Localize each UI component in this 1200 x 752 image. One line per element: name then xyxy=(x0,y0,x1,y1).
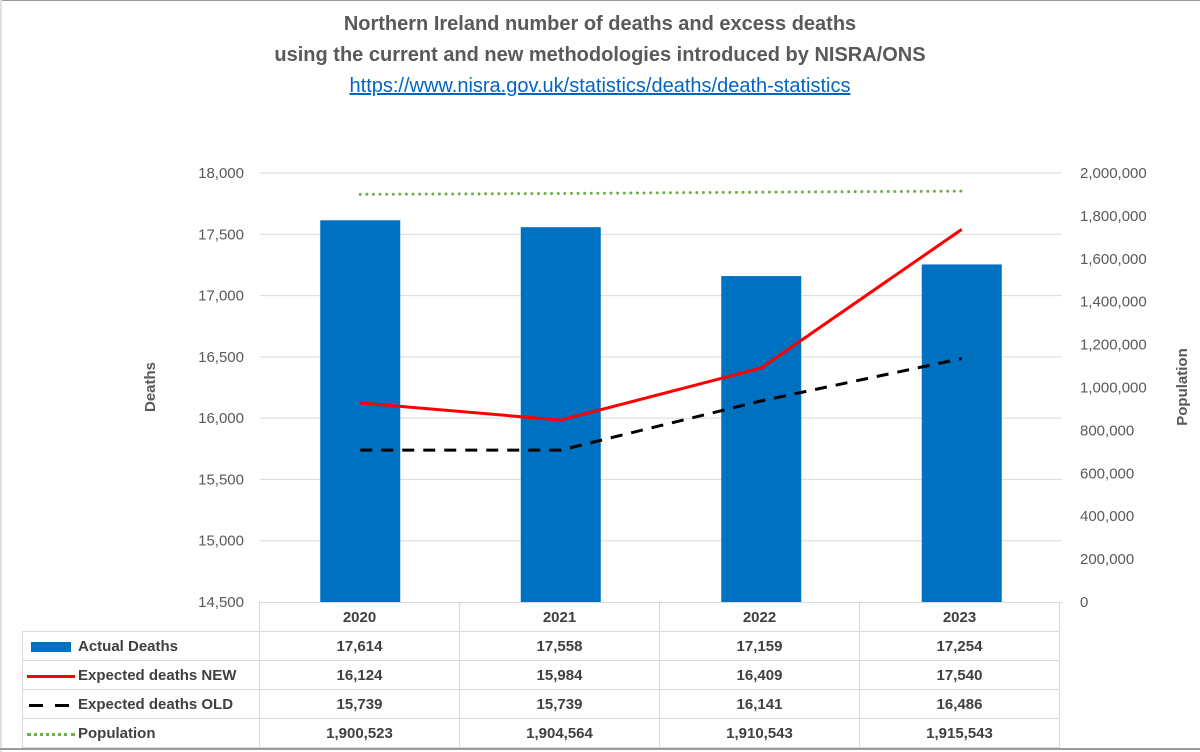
line-expected-deaths-old xyxy=(360,357,963,452)
bar xyxy=(320,220,401,603)
source-link[interactable]: https://www.nisra.gov.uk/statistics/deat… xyxy=(349,75,851,97)
y-tick-label: 16,500 xyxy=(198,349,244,366)
data-table-header-row: 2020 2021 2022 2023 xyxy=(22,602,1060,632)
line-expected-deaths-new xyxy=(360,228,963,422)
y-tick-label: 15,500 xyxy=(198,471,244,488)
y-axis-left-ticks: 14,50015,00015,50016,00016,50017,00017,5… xyxy=(198,165,244,611)
category-label: 2020 xyxy=(259,602,460,632)
legend-entry-expected-new: Expected deaths NEW xyxy=(22,660,260,690)
data-table-cell: 15,739 xyxy=(459,689,660,719)
data-table-cell: 16,141 xyxy=(659,689,860,719)
legend-key-solid-line xyxy=(27,669,75,683)
data-table-cell: 17,540 xyxy=(859,660,1060,690)
data-table-cell: 15,739 xyxy=(259,689,460,719)
y2-tick-label: 1,200,000 xyxy=(1080,337,1147,354)
y2-tick-label: 200,000 xyxy=(1080,551,1134,568)
y2-tick-label: 400,000 xyxy=(1080,508,1134,525)
bar xyxy=(921,264,1002,602)
data-table-cell: 16,409 xyxy=(659,660,860,690)
legend-key-bar xyxy=(27,640,75,654)
legend-label: Actual Deaths xyxy=(78,637,179,655)
legend-entry-actual-deaths: Actual Deaths xyxy=(22,631,260,661)
bar xyxy=(520,227,601,602)
data-table-row-population: Population 1,900,523 1,904,564 1,910,543… xyxy=(22,718,1060,748)
category-label: 2022 xyxy=(659,602,860,632)
frame-top-border xyxy=(0,0,1200,1)
data-table-cell: 16,124 xyxy=(259,660,460,690)
category-label: 2023 xyxy=(859,602,1060,632)
data-table-cell: 1,900,523 xyxy=(259,718,460,748)
data-table-cell: 17,614 xyxy=(259,631,460,661)
y2-tick-label: 1,800,000 xyxy=(1080,208,1147,225)
line-population xyxy=(358,189,964,196)
y-tick-label: 17,000 xyxy=(198,288,244,305)
data-table-corner xyxy=(22,602,260,632)
data-table-cell: 15,984 xyxy=(459,660,660,690)
y2-tick-label: 800,000 xyxy=(1080,422,1134,439)
frame-left-border xyxy=(0,0,2,752)
y2-tick-label: 2,000,000 xyxy=(1080,165,1147,182)
legend-label: Expected deaths OLD xyxy=(78,695,234,713)
y-tick-label: 18,000 xyxy=(198,165,244,182)
y2-tick-label: 600,000 xyxy=(1080,465,1134,482)
data-table-cell: 1,904,564 xyxy=(459,718,660,748)
data-table-cell: 1,915,543 xyxy=(859,718,1060,748)
y2-tick-label: 1,000,000 xyxy=(1080,380,1147,397)
chart-subtitle: using the current and new methodologies … xyxy=(274,44,926,66)
y2-tick-label: 0 xyxy=(1080,594,1088,611)
y-axis-right-ticks: 0 200,000 400,000 600,000 800,000 1,000,000 1,… xyxy=(1080,165,1147,611)
bar xyxy=(721,276,802,602)
data-table-cell: 16,486 xyxy=(859,689,1060,719)
legend-entry-expected-old: Expected deaths OLD xyxy=(22,689,260,719)
legend-key-dotted-line xyxy=(27,727,75,741)
legend-label: Population xyxy=(78,724,156,742)
y2-tick-label: 1,400,000 xyxy=(1080,294,1147,311)
y-tick-label: 15,000 xyxy=(198,533,244,550)
chart-title: Northern Ireland number of deaths and ex… xyxy=(343,13,857,35)
y-axis-right-title: Population xyxy=(1174,348,1191,426)
line-series xyxy=(358,189,964,452)
category-label: 2021 xyxy=(459,602,660,632)
data-table-row-actual-deaths: Actual Deaths 17,614 17,558 17,159 17,25… xyxy=(22,631,1060,661)
y2-tick-label: 1,600,000 xyxy=(1080,251,1147,268)
legend-label: Expected deaths NEW xyxy=(78,666,237,684)
bar-series-actual-deaths xyxy=(320,220,1002,603)
data-table: 2020 2021 2022 2023 Actual Deaths 17,614… xyxy=(22,602,1060,748)
legend-key-dashed-line xyxy=(27,698,75,712)
data-table-row-expected-new: Expected deaths NEW 16,124 15,984 16,409… xyxy=(22,660,1060,690)
data-table-cell: 1,910,543 xyxy=(659,718,860,748)
y-tick-label: 17,500 xyxy=(198,226,244,243)
data-table-cell: 17,254 xyxy=(859,631,1060,661)
y-axis-left-title: Deaths xyxy=(142,362,159,412)
legend-entry-population: Population xyxy=(22,718,260,748)
y-tick-label: 16,000 xyxy=(198,410,244,427)
frame-bottom-border xyxy=(0,748,1200,750)
data-table-cell: 17,558 xyxy=(459,631,660,661)
data-table-row-expected-old: Expected deaths OLD 15,739 15,739 16,141… xyxy=(22,689,1060,719)
data-table-cell: 17,159 xyxy=(659,631,860,661)
